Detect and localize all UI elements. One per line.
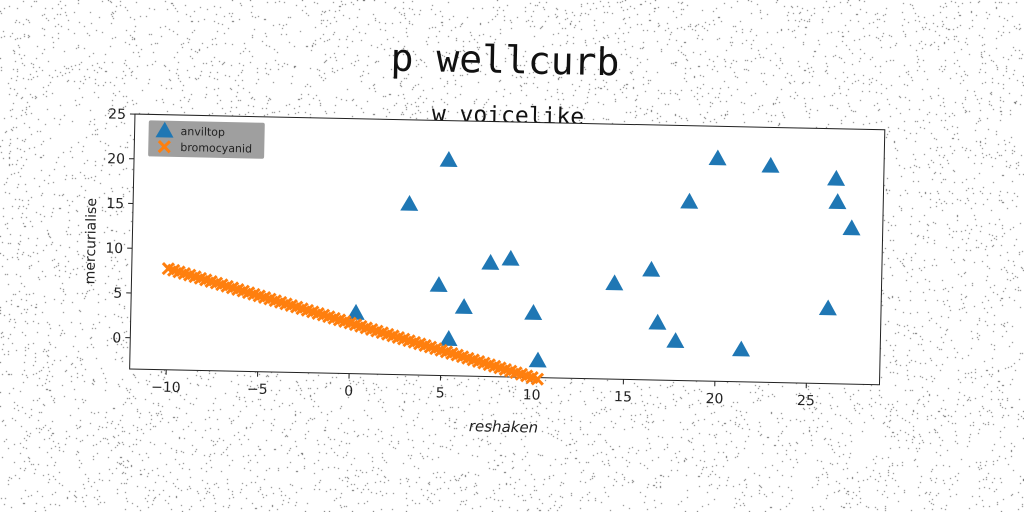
x-tick-label: 15 — [614, 389, 632, 405]
data-point-anviltop — [648, 313, 667, 330]
data-point-anviltop — [501, 249, 520, 266]
data-point-anviltop — [429, 276, 448, 293]
data-point-anviltop — [439, 330, 458, 346]
y-axis-label: mercurialise — [82, 198, 100, 285]
x-tick-label: 25 — [797, 393, 815, 409]
legend: anviltop bromocyanid — [148, 120, 265, 159]
y-tick-label: 10 — [105, 241, 123, 257]
y-axis: 0 5 10 15 20 25 — [105, 107, 135, 347]
legend-marker-bromocyanid — [157, 140, 171, 154]
data-point-anviltop — [454, 298, 473, 315]
data-point-anviltop — [642, 260, 661, 277]
legend-label: bromocyanid — [180, 141, 252, 155]
data-point-bromocyanid — [530, 372, 545, 386]
data-point-anviltop — [528, 351, 547, 368]
data-point-anviltop — [732, 340, 751, 357]
x-axis-label: reshaken — [469, 417, 539, 436]
data-point-anviltop — [524, 304, 543, 320]
data-point-anviltop — [400, 194, 419, 211]
data-point-anviltop — [666, 332, 685, 349]
data-point-anviltop — [605, 274, 624, 291]
x-tick-label: 0 — [344, 384, 353, 400]
data-point-anviltop — [827, 169, 846, 186]
y-tick-label: 20 — [107, 151, 125, 167]
x-tick-label: −10 — [151, 379, 181, 396]
data-point-anviltop — [481, 253, 500, 270]
data-point-anviltop — [680, 192, 699, 209]
data-point-anviltop — [842, 219, 861, 236]
legend-marker-anviltop — [155, 121, 174, 138]
data-point-anviltop — [346, 303, 365, 320]
data-points — [161, 149, 861, 386]
x-tick-label: 10 — [523, 387, 541, 403]
y-tick-label: 5 — [113, 286, 122, 302]
legend-label: anviltop — [180, 125, 225, 139]
x-tick-label: 5 — [436, 385, 445, 401]
y-tick-label: 25 — [108, 107, 126, 123]
y-tick-label: 0 — [112, 330, 121, 346]
data-point-anviltop — [439, 151, 458, 167]
data-point-anviltop — [828, 193, 847, 210]
x-tick-label: 20 — [705, 391, 723, 407]
legend-box — [148, 120, 265, 159]
x-tick-label: −5 — [247, 381, 268, 397]
data-point-anviltop — [708, 149, 727, 166]
y-tick-label: 15 — [106, 196, 124, 212]
data-point-anviltop — [818, 299, 837, 316]
data-point-anviltop — [761, 156, 780, 173]
x-axis: −10 −5 0 5 10 15 20 25 — [151, 369, 815, 409]
